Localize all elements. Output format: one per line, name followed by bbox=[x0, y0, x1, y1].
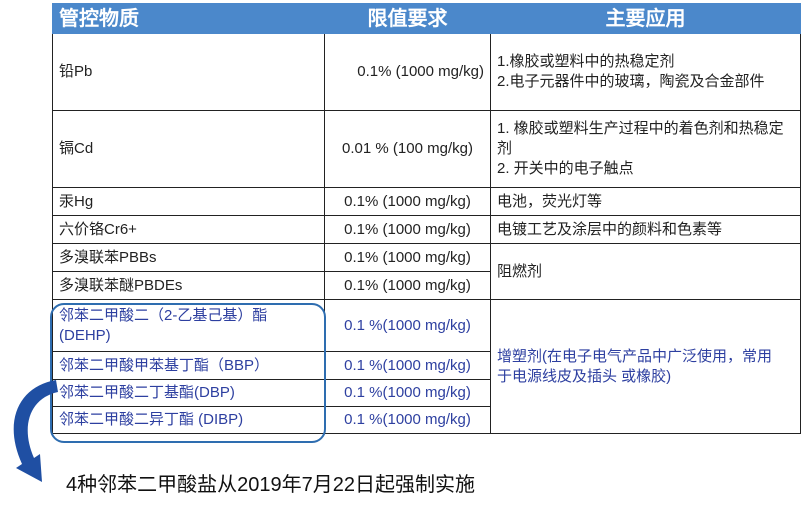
use-cell: 电镀工艺及涂层中的颜料和色素等 bbox=[490, 215, 801, 244]
substance-cell: 邻苯二甲酸二异丁酯 (DIBP) bbox=[52, 406, 325, 434]
use-cell: 1.橡胶或塑料中的热稳定剂 2.电子元器件中的玻璃，陶瓷及合金部件 bbox=[490, 33, 801, 111]
enforcement-note: 4种邻苯二甲酸盐从2019年7月22日起强制实施 bbox=[66, 474, 475, 496]
limit-cell: 0.1 %(1000 mg/kg) bbox=[324, 379, 491, 407]
limit-cell: 0.1 %(1000 mg/kg) bbox=[324, 351, 491, 380]
limit-cell: 0.1 %(1000 mg/kg) bbox=[324, 299, 491, 352]
table-row: 汞Hg 0.1% (1000 mg/kg) 电池，荧光灯等 bbox=[52, 187, 801, 216]
limit-cell: 0.01 % (100 mg/kg) bbox=[324, 110, 491, 188]
table-row: 邻苯二甲酸二异丁酯 (DIBP) 0.1 %(1000 mg/kg) bbox=[52, 406, 801, 434]
header-use: 主要应用 bbox=[490, 3, 801, 34]
header-substance: 管控物质 bbox=[52, 3, 325, 34]
table-row: 铅Pb 0.1% (1000 mg/kg) 1.橡胶或塑料中的热稳定剂 2.电子元… bbox=[52, 33, 801, 111]
substance-cell: 铅Pb bbox=[52, 33, 325, 111]
substance-cell: 邻苯二甲酸甲苯基丁酯（BBP） bbox=[52, 351, 325, 380]
limit-cell: 0.1% (1000 mg/kg) bbox=[324, 33, 491, 111]
table-row: 六价铬Cr6+ 0.1% (1000 mg/kg) 电镀工艺及涂层中的颜料和色素… bbox=[52, 215, 801, 244]
substance-cell: 六价铬Cr6+ bbox=[52, 215, 325, 244]
table-row: 镉Cd 0.01 % (100 mg/kg) 1. 橡胶或塑料生产过程中的着色剂… bbox=[52, 110, 801, 188]
header-limit: 限值要求 bbox=[324, 3, 491, 34]
use-line: 2. 开关中的电子触点 bbox=[497, 160, 634, 177]
use-line: 1.橡胶或塑料中的热稳定剂 bbox=[497, 53, 675, 70]
substance-cell: 多溴联苯醚PBDEs bbox=[52, 271, 325, 300]
table-row: 邻苯二甲酸二丁基酯(DBP) 0.1 %(1000 mg/kg) bbox=[52, 379, 801, 407]
substance-cell: 镉Cd bbox=[52, 110, 325, 188]
limit-cell: 0.1% (1000 mg/kg) bbox=[324, 271, 491, 300]
restricted-substances-table: 管控物质 限值要求 主要应用 铅Pb 0.1% (1000 mg/kg) 1.橡… bbox=[52, 3, 801, 434]
curved-arrow-icon bbox=[13, 380, 58, 482]
use-line: 2.电子元器件中的玻璃，陶瓷及合金部件 bbox=[497, 73, 765, 90]
use-cell: 阻燃剂 bbox=[490, 243, 801, 300]
table-row: 多溴联苯醚PBDEs 0.1% (1000 mg/kg) bbox=[52, 271, 801, 300]
substance-cell: 多溴联苯PBBs bbox=[52, 243, 325, 272]
substance-cell: 邻苯二甲酸二丁基酯(DBP) bbox=[52, 379, 325, 407]
substance-cell: 汞Hg bbox=[52, 187, 325, 216]
limit-cell: 0.1 %(1000 mg/kg) bbox=[324, 406, 491, 434]
use-cell: 1. 橡胶或塑料生产过程中的着色剂和热稳定剂 2. 开关中的电子触点 bbox=[490, 110, 801, 188]
limit-cell: 0.1% (1000 mg/kg) bbox=[324, 243, 491, 272]
limit-cell: 0.1% (1000 mg/kg) bbox=[324, 215, 491, 244]
use-cell: 电池，荧光灯等 bbox=[490, 187, 801, 216]
table-row: 邻苯二甲酸二（2-乙基己基）酯(DEHP) 0.1 %(1000 mg/kg) … bbox=[52, 299, 801, 434]
limit-cell: 0.1% (1000 mg/kg) bbox=[324, 187, 491, 216]
use-cell: 增塑剂(在电子电气产品中广泛使用，常用于电源线皮及插头 或橡胶) bbox=[490, 299, 801, 434]
header-row: 管控物质 限值要求 主要应用 bbox=[52, 3, 801, 34]
table-row: 多溴联苯PBBs 0.1% (1000 mg/kg) 阻燃剂 bbox=[52, 243, 801, 300]
use-line: 1. 橡胶或塑料生产过程中的着色剂和热稳定剂 bbox=[497, 120, 784, 157]
substance-cell: 邻苯二甲酸二（2-乙基己基）酯(DEHP) bbox=[52, 299, 325, 352]
